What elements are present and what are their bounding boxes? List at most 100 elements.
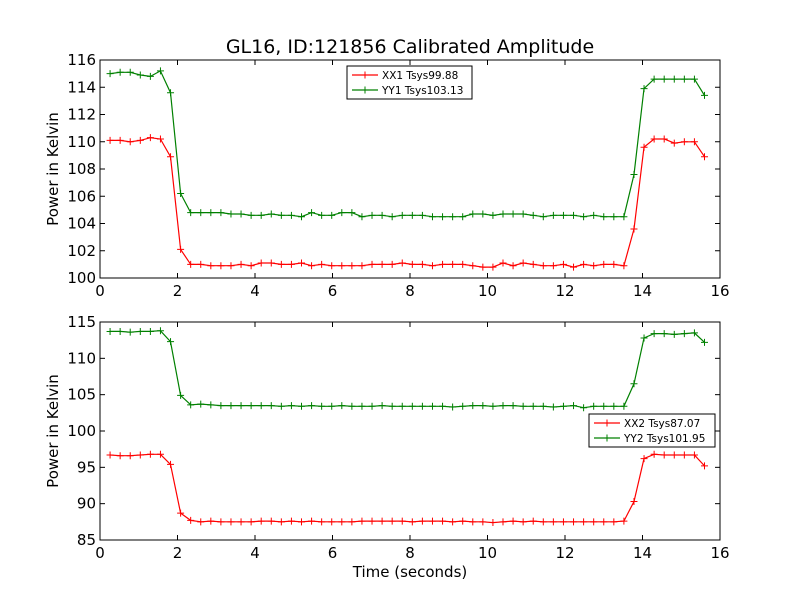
data-point — [136, 136, 144, 144]
legend-box — [346, 65, 473, 100]
legend-box — [588, 413, 716, 448]
data-point — [287, 402, 295, 410]
data-point — [197, 209, 205, 217]
data-point — [701, 153, 708, 161]
data-point — [529, 260, 537, 268]
data-point — [449, 260, 457, 268]
data-point — [650, 330, 658, 338]
x-tick-label: 12 — [555, 544, 574, 562]
data-point — [580, 404, 588, 412]
data-point — [559, 211, 567, 219]
data-point — [580, 213, 588, 221]
y-tick-label: 110 — [67, 133, 96, 151]
legend-marker — [603, 434, 611, 442]
data-point — [318, 260, 326, 268]
series-2 — [106, 327, 708, 412]
data-point — [328, 518, 336, 526]
data-point — [398, 259, 406, 267]
data-point — [126, 452, 134, 460]
series-line — [110, 330, 705, 409]
data-point — [267, 402, 275, 410]
series-line — [110, 137, 705, 268]
data-point — [469, 402, 477, 410]
data-point — [257, 402, 265, 410]
data-point — [167, 153, 175, 161]
data-point — [287, 517, 295, 525]
data-point — [237, 260, 245, 268]
data-point — [207, 517, 215, 525]
data-point — [348, 402, 356, 410]
data-point — [449, 403, 457, 411]
data-point — [146, 72, 154, 80]
data-point — [378, 260, 386, 268]
x-tick-label: 8 — [405, 282, 415, 300]
data-point — [116, 452, 124, 460]
data-point — [600, 402, 608, 410]
data-point — [267, 210, 275, 218]
data-point — [600, 518, 608, 526]
data-point — [439, 260, 447, 268]
data-point — [580, 260, 588, 268]
data-point — [358, 213, 366, 221]
data-point — [630, 380, 638, 388]
y-tick-label: 95 — [77, 458, 96, 476]
data-point — [207, 401, 215, 409]
data-point — [378, 517, 386, 525]
data-point — [590, 211, 598, 219]
data-point — [106, 327, 114, 335]
subplot-1: 0 2 4 6 8 10 12 14 16 100 102 104 106 108 110 112 114 116… — [44, 51, 730, 300]
data-point — [459, 260, 467, 268]
chart-title: GL16, ID:121856 Calibrated Amplitude — [226, 36, 594, 58]
data-point — [489, 211, 497, 219]
x-tick-label: 12 — [555, 282, 574, 300]
data-point — [227, 210, 235, 218]
plots: 0 2 4 6 8 10 12 14 16100102104106108110112114116… — [44, 51, 730, 581]
data-point — [348, 262, 356, 270]
data-point — [549, 262, 557, 270]
data-point — [217, 402, 225, 410]
data-point — [207, 209, 215, 217]
data-point — [418, 211, 426, 219]
data-point — [146, 450, 154, 458]
data-point — [298, 213, 305, 221]
data-point — [418, 517, 426, 525]
data-point — [559, 518, 567, 526]
y-tick-label: 85 — [77, 531, 96, 549]
series-2 — [107, 67, 708, 221]
y-tick-label: 100 — [67, 269, 96, 287]
data-point — [610, 518, 618, 526]
data-point — [217, 262, 225, 270]
y-tick-label: 104 — [67, 215, 96, 233]
data-point — [509, 210, 517, 218]
data-point — [559, 260, 567, 268]
legend-label: YY1 Tsys103.13 — [381, 85, 463, 97]
data-point — [388, 213, 396, 221]
x-tick-label: 0 — [95, 282, 105, 300]
x-tick-label: 6 — [328, 282, 338, 300]
data-point — [116, 68, 124, 76]
data-point — [559, 402, 567, 410]
data-point — [701, 462, 708, 470]
data-point — [459, 402, 467, 410]
data-point — [348, 209, 356, 217]
data-point — [590, 402, 598, 410]
data-point — [227, 518, 235, 526]
data-point — [620, 402, 628, 410]
y-axis-label: Power in Kelvin — [44, 112, 62, 226]
data-point — [378, 211, 386, 219]
data-point — [620, 517, 628, 525]
data-point — [529, 517, 537, 525]
data-point — [600, 213, 608, 221]
data-point — [207, 262, 215, 270]
data-point — [439, 517, 447, 525]
data-point — [308, 517, 316, 525]
data-point — [529, 211, 537, 219]
data-point — [136, 327, 144, 335]
data-point — [187, 209, 195, 217]
data-point — [298, 259, 305, 267]
data-point — [388, 260, 396, 268]
data-point — [126, 68, 134, 76]
data-point — [690, 138, 698, 146]
y-tick-label: 112 — [67, 106, 96, 124]
data-point — [549, 403, 557, 411]
